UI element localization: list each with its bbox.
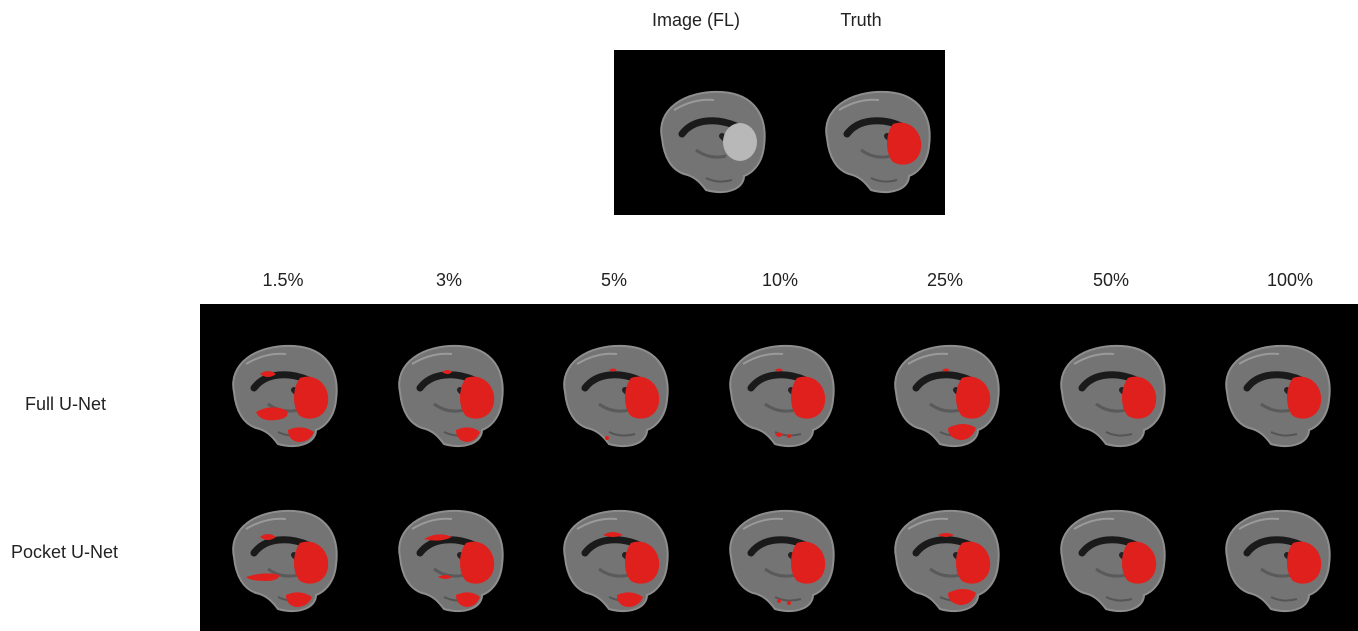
full-unet-5 <box>564 346 667 446</box>
brain-image-fl <box>661 92 764 192</box>
grid-panel <box>200 304 1358 631</box>
col-label-50: 50% <box>1092 270 1130 290</box>
pocket-unet-25 <box>895 511 998 611</box>
top-panel-svg <box>614 50 945 215</box>
pocket-unet-5 <box>564 511 667 611</box>
col-label-10: 10% <box>761 270 799 290</box>
grid-panel-svg <box>200 304 1358 631</box>
full-unet-25 <box>895 346 998 446</box>
full-unet-3 <box>399 346 502 446</box>
col-label-3: 3% <box>435 270 463 290</box>
full-unet-1-5 <box>233 346 336 446</box>
top-panel <box>614 50 945 215</box>
row-label-pocket-unet: Pocket U-Net <box>11 542 119 562</box>
full-unet-100 <box>1226 346 1329 446</box>
header-image-fl: Image (FL) <box>651 10 741 30</box>
pocket-unet-50 <box>1061 511 1164 611</box>
col-label-5: 5% <box>600 270 628 290</box>
pocket-unet-1-5 <box>233 511 336 611</box>
col-label-25: 25% <box>926 270 964 290</box>
brain-truth <box>826 92 929 192</box>
full-unet-50 <box>1061 346 1164 446</box>
full-unet-10 <box>730 346 833 446</box>
pocket-unet-3 <box>399 511 502 611</box>
pocket-unet-100 <box>1226 511 1329 611</box>
row-label-full-unet: Full U-Net <box>25 394 107 414</box>
col-label-100: 100% <box>1266 270 1314 290</box>
header-truth: Truth <box>840 10 882 30</box>
pocket-unet-10 <box>730 511 833 611</box>
col-label-1-5: 1.5% <box>262 270 304 290</box>
